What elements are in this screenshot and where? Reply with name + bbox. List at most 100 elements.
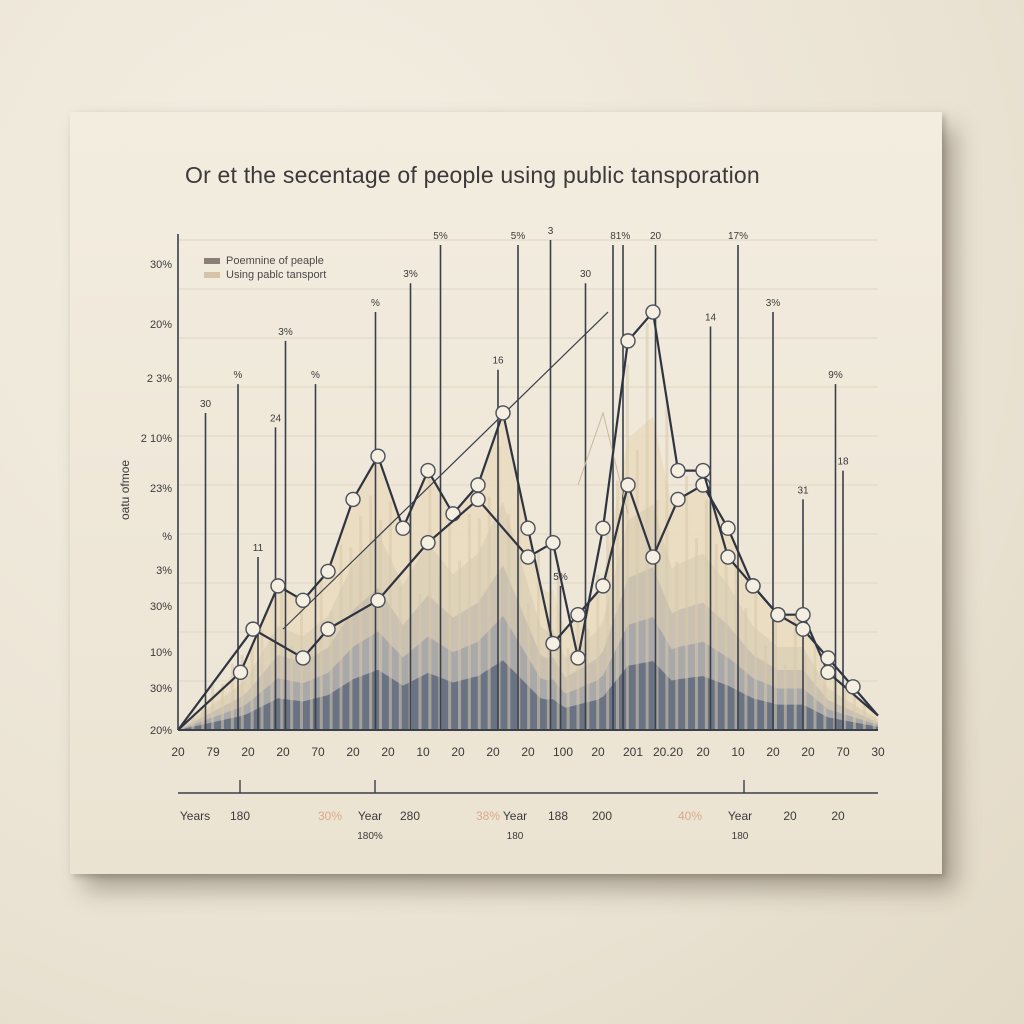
x-tick-label: 70 (311, 745, 325, 759)
data-point (670, 462, 686, 479)
bottom-label: Year (358, 809, 382, 823)
legend-swatch (204, 272, 220, 278)
annotation-label: 24 (270, 413, 282, 424)
annotation-label: % (371, 298, 380, 309)
annotation-label: % (311, 370, 320, 381)
bottom-label: 20 (783, 809, 797, 823)
data-point (820, 650, 836, 666)
data-point (720, 549, 736, 565)
legend-item: Poemnine of peaple (204, 254, 326, 268)
data-point (370, 592, 386, 608)
y-tick-label: % (162, 531, 172, 543)
data-point (620, 333, 636, 349)
data-point (845, 679, 861, 695)
data-point (645, 549, 661, 565)
legend-label: Using pablc tansport (226, 269, 327, 281)
data-point (370, 448, 386, 464)
x-tick-label: 20 (451, 745, 465, 759)
x-tick-label: 20 (486, 745, 500, 759)
series-line (177, 310, 879, 731)
annotation-label: 30 (200, 399, 212, 410)
data-point (595, 578, 611, 594)
data-point (295, 592, 311, 608)
data-point (270, 578, 286, 594)
data-point (570, 607, 586, 623)
x-tick-label: 20 (591, 745, 605, 759)
data-point (395, 520, 411, 536)
data-point (770, 607, 786, 623)
legend-swatch (204, 258, 220, 264)
bottom-label: 200 (592, 809, 612, 823)
y-tick-label: 23% (150, 483, 172, 495)
bottom-label: 188 (548, 809, 568, 823)
x-tick-label: 201 (623, 745, 643, 759)
annotation-label: 5% (511, 231, 526, 242)
data-point (795, 607, 811, 623)
annotation-label: 14 (705, 312, 717, 323)
trend-line (282, 311, 609, 630)
x-tick-label: 20 (766, 745, 780, 759)
bottom-label: Years (180, 809, 210, 823)
bottom-label: 180 (230, 809, 250, 823)
data-point (745, 578, 761, 594)
data-point (445, 506, 461, 522)
data-point (245, 621, 261, 637)
y-tick-label: 2 10% (141, 433, 172, 445)
x-tick-label: 70 (836, 745, 850, 759)
x-tick-label: 10 (731, 745, 745, 759)
bottom-sub-label: 180% (357, 831, 383, 842)
x-tick-label: 20 (801, 745, 815, 759)
annotation-label: 30 (580, 269, 592, 280)
data-point (345, 491, 361, 508)
data-point (420, 534, 436, 551)
data-point (545, 635, 561, 652)
data-point (232, 664, 249, 681)
x-tick-label: 79 (206, 745, 220, 759)
x-tick-label: 20 (276, 745, 290, 759)
annotation-label: 3% (766, 298, 781, 309)
annotation-label: 8 (610, 231, 616, 242)
bottom-sub-label: 180 (732, 831, 749, 842)
x-tick-label: 30 (871, 745, 885, 759)
bottom-label: 38% (476, 809, 500, 823)
trend-line (577, 411, 629, 514)
series-line (177, 411, 879, 731)
data-point (570, 650, 586, 666)
data-point (620, 477, 636, 493)
data-point (495, 405, 511, 421)
annotation-label: 3 (548, 226, 554, 237)
y-tick-label: 20% (150, 319, 172, 331)
annotation-label: 31 (797, 485, 809, 496)
data-point (320, 621, 336, 637)
data-point (670, 491, 686, 508)
data-point (720, 520, 736, 536)
annotation-label: 20 (650, 231, 662, 242)
annotation-label: 11 (253, 543, 264, 554)
annotation-label: 3% (403, 269, 418, 280)
data-point (545, 534, 561, 551)
data-point (470, 491, 486, 508)
y-tick-label: 10% (150, 647, 172, 659)
y-tick-label: 30% (150, 259, 172, 271)
bottom-label: 20 (831, 809, 845, 823)
y-tick-label: 3% (156, 565, 172, 577)
x-tick-label: 20 (381, 745, 395, 759)
annotation-label: 1% (616, 231, 631, 242)
x-tick-label: 20 (241, 745, 255, 759)
chart-title: Or et the secentage of people using publ… (185, 162, 760, 188)
x-tick-label: 100 (553, 745, 573, 759)
data-point (595, 520, 611, 536)
legend-label: Poemnine of peaple (226, 255, 324, 267)
bottom-label: 40% (678, 809, 702, 823)
annotation-label: 9% (828, 370, 843, 381)
legend-item: Using pablc tansport (204, 268, 326, 282)
data-point (520, 549, 536, 565)
bottom-label: Year (503, 809, 527, 823)
annotation-label: 17% (728, 231, 748, 242)
x-tick-label: 20.20 (653, 745, 683, 759)
data-point (820, 664, 836, 681)
x-tick-label: 20 (346, 745, 360, 759)
data-point (695, 462, 711, 479)
annotation-label: 16 (492, 356, 504, 367)
